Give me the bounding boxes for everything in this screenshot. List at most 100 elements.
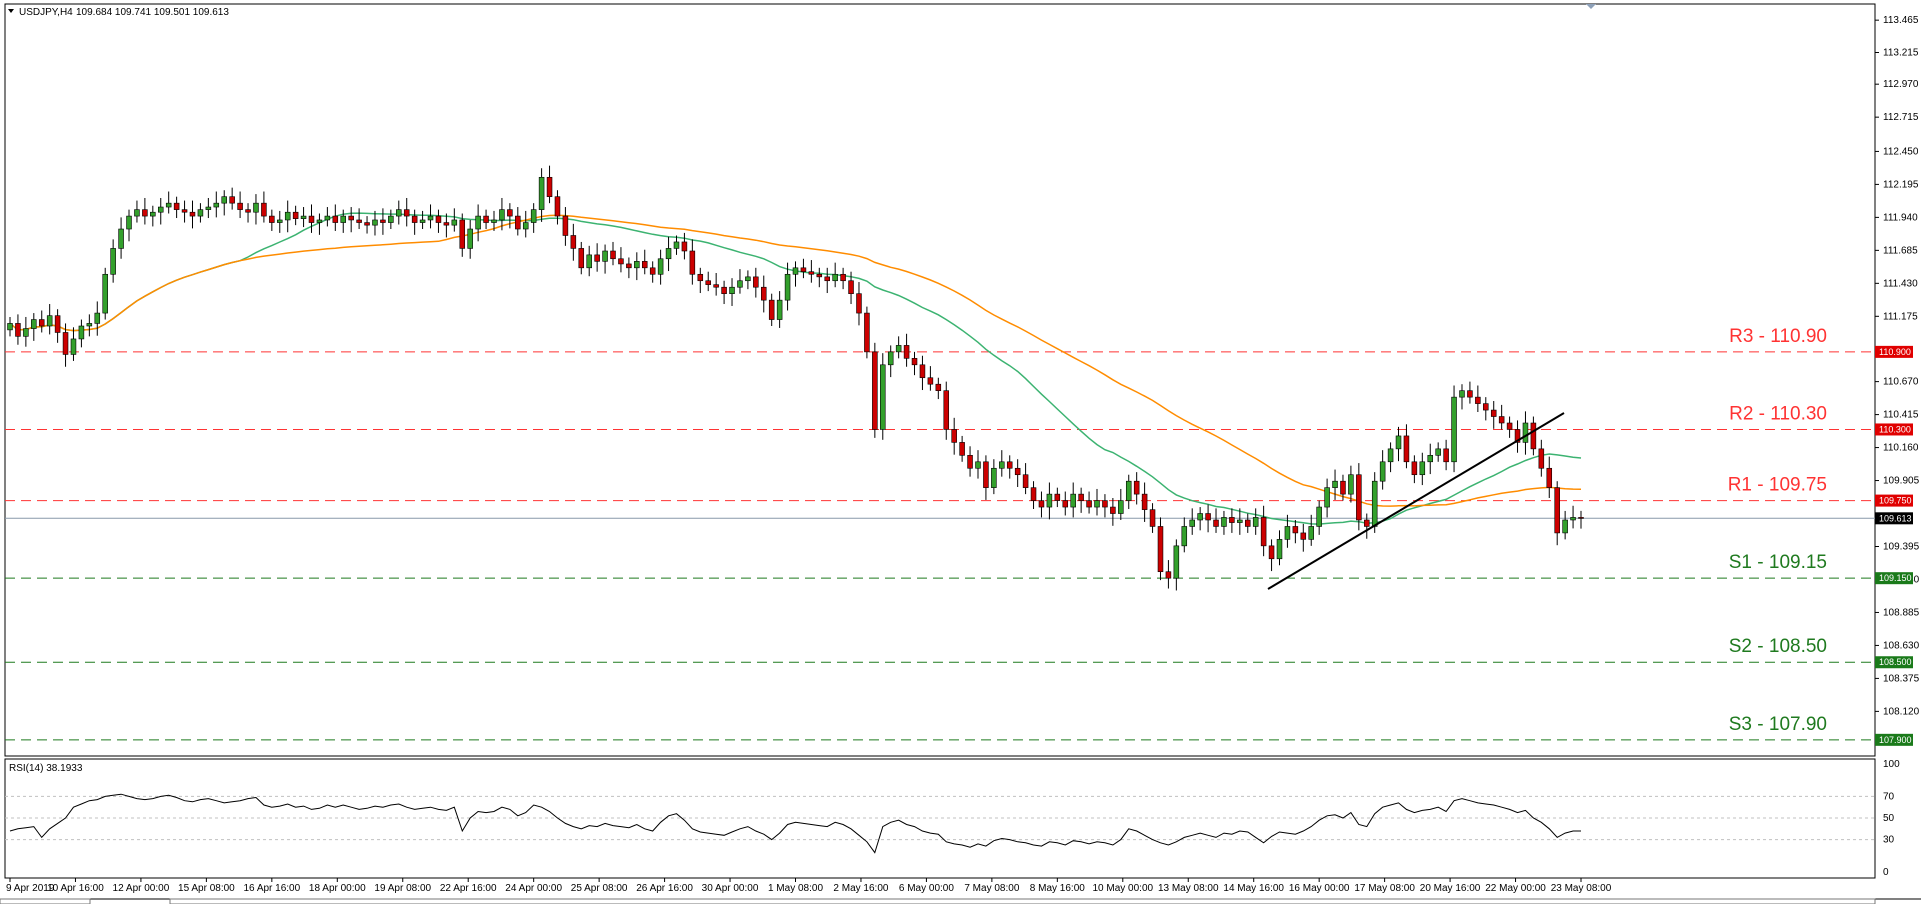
level-label: S2 - 108.50 <box>1729 636 1827 657</box>
rsi-tick-label: 0 <box>1883 867 1889 878</box>
candle-body <box>887 351 894 366</box>
candle-body <box>665 248 672 260</box>
candle-body <box>427 215 434 221</box>
candle-body <box>1094 500 1100 508</box>
level-badge-label: 110.300 <box>1879 424 1911 434</box>
candle-body <box>1411 461 1418 476</box>
candle-body <box>1149 509 1156 527</box>
price-tick-label: 111.430 <box>1883 278 1918 289</box>
rsi-tick-label: 100 <box>1883 759 1900 770</box>
candle-body <box>292 211 299 219</box>
candle-body <box>308 215 315 223</box>
candle-body <box>1213 519 1219 527</box>
candle-body <box>1260 517 1267 547</box>
candle-body <box>1141 493 1148 510</box>
candle-body <box>7 323 13 331</box>
candle-body <box>1229 517 1235 523</box>
horizontal-scrollbar[interactable] <box>169 898 1876 904</box>
candle-body <box>1118 500 1124 514</box>
candle-body <box>356 219 362 223</box>
rsi-tick-label: 50 <box>1883 813 1895 824</box>
candle-body <box>324 215 331 221</box>
candle-body <box>991 467 997 488</box>
candle-body <box>697 273 704 282</box>
candle-body <box>62 332 69 355</box>
candle-body <box>1078 493 1084 501</box>
candle-body <box>372 219 378 226</box>
candle-body <box>499 209 505 221</box>
candle-body <box>205 206 212 210</box>
dropdown-icon[interactable] <box>8 9 14 13</box>
time-tick-label: 7 May 08:00 <box>964 883 1019 894</box>
candle-body <box>927 377 934 385</box>
candle-body <box>269 215 275 223</box>
candle-body <box>919 364 926 379</box>
price-tick-label: 113.465 <box>1883 15 1919 26</box>
candle-body <box>1498 416 1505 424</box>
candle-body <box>1125 480 1132 501</box>
candle-body <box>586 254 592 269</box>
price-tick-label: 110.670 <box>1883 377 1919 388</box>
candle-body <box>768 299 775 320</box>
candle-body <box>1110 506 1116 514</box>
candle-body <box>261 202 267 217</box>
candle-body <box>396 209 402 217</box>
candle-body <box>245 209 251 213</box>
price-tick-label: 111.685 <box>1883 245 1918 256</box>
candle-body <box>134 209 140 217</box>
level-label: R2 - 110.30 <box>1729 403 1827 424</box>
rsi-label: RSI(14) 38.1933 <box>9 763 83 774</box>
candle-body <box>443 222 450 226</box>
candle-body <box>1395 435 1402 450</box>
candle-body <box>221 196 227 204</box>
level-badge <box>1875 733 1913 746</box>
candle-body <box>1284 526 1291 540</box>
candle-body <box>943 390 950 430</box>
candle-body <box>102 273 108 314</box>
candle-body <box>856 293 862 314</box>
time-tick-label: 10 Apr 16:00 <box>47 883 104 894</box>
candle-body <box>348 215 354 221</box>
candle-body <box>300 215 307 219</box>
time-tick-label: 14 May 16:00 <box>1223 883 1284 894</box>
candle-body <box>118 228 124 249</box>
time-tick-label: 25 Apr 08:00 <box>571 883 628 894</box>
candle-body <box>594 254 600 262</box>
levels-layer <box>5 351 1875 741</box>
candle-body <box>31 319 37 329</box>
candle-body <box>1435 448 1441 456</box>
candle-body <box>705 280 711 285</box>
shift-marker-icon[interactable] <box>1586 4 1596 9</box>
candle-body <box>1546 467 1553 488</box>
candle-body <box>475 215 481 230</box>
candle-body <box>364 222 370 226</box>
candle-body <box>530 209 537 223</box>
candle-body <box>23 328 29 337</box>
candle-body <box>1427 455 1434 463</box>
candle-body <box>46 315 53 327</box>
candle-body <box>673 241 680 249</box>
candle-body <box>142 209 148 217</box>
tab-strip-left[interactable] <box>0 898 91 904</box>
candle-body <box>1189 519 1195 527</box>
candle-body <box>808 271 815 275</box>
chart-header: USDJPY,H4 109.684 109.741 109.501 109.61… <box>8 7 229 18</box>
candle-body <box>1562 519 1568 534</box>
candle-body <box>70 338 77 355</box>
candle-body <box>1197 513 1203 521</box>
candle-body <box>126 215 132 230</box>
rsi-panel[interactable] <box>4 758 1876 879</box>
time-tick-label: 16 May 00:00 <box>1289 883 1350 894</box>
price-panel[interactable] <box>4 3 1876 757</box>
price-tick-label: 110.415 <box>1883 410 1919 421</box>
level-label: S3 - 107.90 <box>1729 714 1827 735</box>
candle-body <box>1038 500 1045 508</box>
candle-body <box>562 215 569 236</box>
candle-body <box>1483 403 1489 411</box>
price-tick-label: 108.630 <box>1883 640 1920 651</box>
rsi-layer: 100 70 50 30 0 <box>5 759 1900 878</box>
price-badges: 110.900 110.300 109.750 109.150 108.500 107.9… <box>1875 345 1913 746</box>
candle-body <box>1522 422 1529 443</box>
candle-body <box>721 286 727 294</box>
